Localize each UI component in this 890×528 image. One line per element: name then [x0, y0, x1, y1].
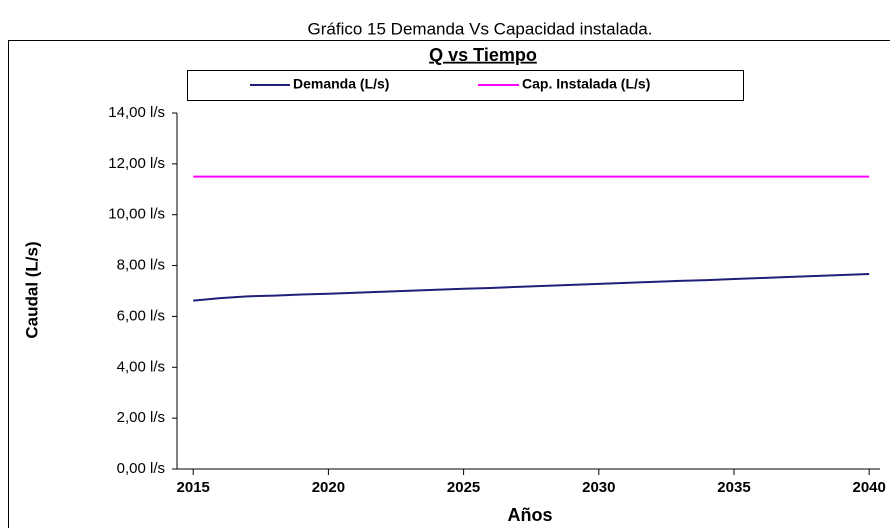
y-tick-label: 12,00 l/s: [108, 155, 165, 172]
chart-border: [8, 40, 890, 528]
y-tick-label: 14,00 l/s: [108, 104, 165, 121]
chart-title: Q vs Tiempo: [429, 45, 537, 65]
legend-label: Cap. Instalada (L/s): [522, 76, 650, 92]
series-line: [193, 272, 870, 302]
x-axis-label: Años: [508, 505, 553, 525]
chart-caption: Gráfico 15 Demanda Vs Capacidad instalad…: [308, 19, 653, 38]
legend-label: Demanda (L/s): [293, 76, 389, 92]
y-tick-label: 2,00 l/s: [117, 409, 165, 426]
y-tick-label: 4,00 l/s: [117, 358, 165, 375]
x-tick-label: 2035: [717, 479, 750, 496]
y-tick-label: 6,00 l/s: [117, 307, 165, 324]
x-tick-label: 2040: [852, 479, 885, 496]
y-tick-label: 0,00 l/s: [117, 460, 165, 477]
x-tick-label: 2025: [447, 479, 480, 496]
y-tick-label: 8,00 l/s: [117, 257, 165, 274]
y-tick-label: 10,00 l/s: [108, 206, 165, 223]
y-axis-label: Caudal (L/s): [22, 241, 41, 338]
x-tick-label: 2020: [312, 479, 345, 496]
x-tick-label: 2015: [177, 479, 210, 496]
x-tick-label: 2030: [582, 479, 615, 496]
